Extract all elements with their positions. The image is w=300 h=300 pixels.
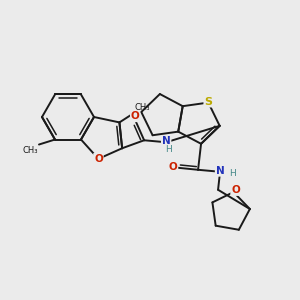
- Text: CH₃: CH₃: [134, 103, 150, 112]
- Text: S: S: [204, 97, 212, 106]
- Text: O: O: [94, 154, 103, 164]
- Text: H: H: [165, 145, 172, 154]
- Text: O: O: [231, 185, 240, 195]
- Text: H: H: [229, 169, 236, 178]
- Text: O: O: [131, 111, 140, 121]
- Text: O: O: [169, 162, 177, 172]
- Text: N: N: [216, 166, 224, 176]
- Text: CH₃: CH₃: [22, 146, 38, 154]
- Text: N: N: [162, 136, 170, 146]
